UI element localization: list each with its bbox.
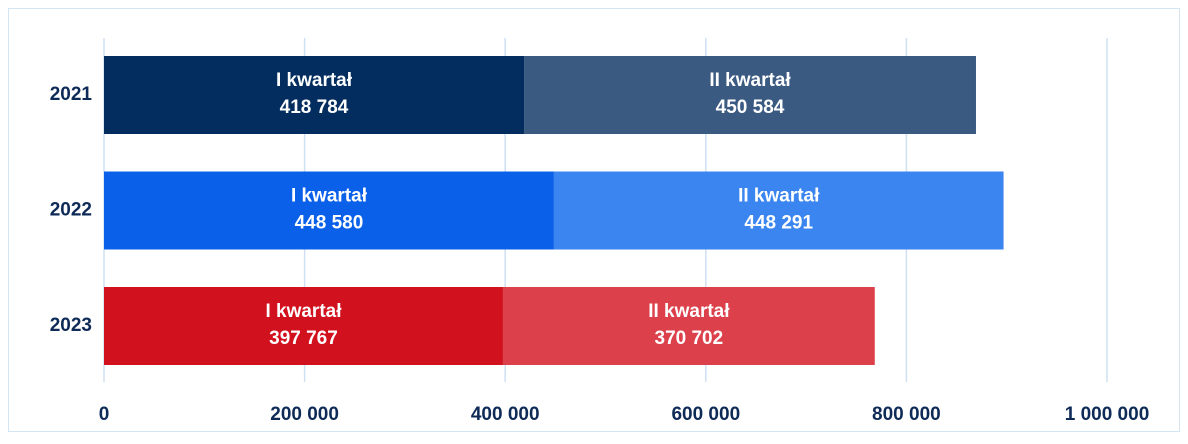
bar-segment <box>553 171 1004 250</box>
segment-label: I kwartał <box>276 70 353 91</box>
bar-segment <box>104 287 503 365</box>
y-tick-label: 2021 <box>50 84 93 105</box>
x-tick-label: 800 000 <box>872 404 941 425</box>
x-tick-label: 0 <box>99 404 110 425</box>
data-label: 418 784 <box>280 97 349 118</box>
bar-segment <box>502 287 875 365</box>
bar-segment <box>104 171 554 250</box>
data-label: 397 767 <box>269 328 338 349</box>
y-tick-label: 2022 <box>50 200 92 221</box>
segment-label: I kwartał <box>291 186 368 207</box>
data-label: 450 584 <box>716 97 785 118</box>
y-tick-label: 2023 <box>50 315 92 336</box>
bar-segment <box>104 56 525 134</box>
x-tick-label: 400 000 <box>471 404 540 425</box>
segment-label: II kwartał <box>648 301 730 322</box>
data-label: 448 580 <box>295 213 364 234</box>
bar-segment <box>524 56 976 134</box>
segment-label: I kwartał <box>265 301 342 322</box>
data-label: 448 291 <box>744 213 813 234</box>
x-tick-label: 1 000 000 <box>1065 404 1150 425</box>
segment-label: II kwartał <box>738 186 820 207</box>
chart-border <box>8 8 1180 432</box>
x-tick-label: 600 000 <box>671 404 740 425</box>
data-label: 370 702 <box>655 328 724 349</box>
x-tick-label: 200 000 <box>270 404 339 425</box>
segment-label: II kwartał <box>709 70 791 91</box>
